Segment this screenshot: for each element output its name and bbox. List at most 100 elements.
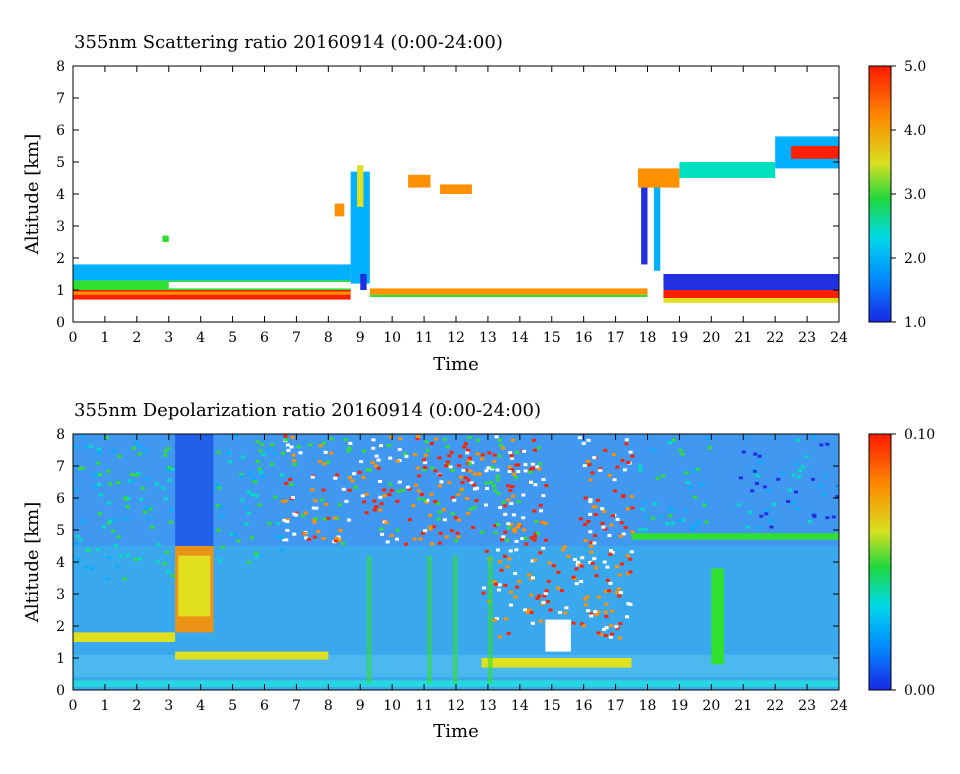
speckle <box>625 507 630 511</box>
speckle <box>510 468 515 472</box>
speckle <box>93 485 98 489</box>
speckle <box>255 459 260 463</box>
vertical-streak <box>366 555 372 684</box>
speckle <box>637 464 642 468</box>
speckle <box>586 609 591 613</box>
speckle <box>248 471 253 475</box>
speckle <box>493 524 498 528</box>
y-tick-label: 5 <box>56 523 65 539</box>
speckle <box>431 525 436 529</box>
speckle <box>165 570 170 574</box>
y-axis: 0 1 2 3 4 5 6 7 8 <box>56 427 839 699</box>
x-tick-label: 1 <box>100 330 109 346</box>
speckle <box>260 443 265 447</box>
speckle <box>547 561 552 565</box>
speckle <box>318 444 323 448</box>
speckle <box>136 472 141 476</box>
speckle <box>475 486 480 490</box>
speckle <box>270 443 275 447</box>
speckle <box>564 606 569 610</box>
speckle <box>372 508 377 512</box>
speckle <box>280 451 285 455</box>
speckle <box>506 498 511 502</box>
speckle <box>467 462 472 466</box>
speckle <box>487 451 492 455</box>
cloud-column-base <box>360 274 367 290</box>
speckle <box>428 525 433 529</box>
speckle <box>425 449 430 453</box>
speckle <box>596 498 601 502</box>
speckle <box>469 507 474 511</box>
speckle <box>589 544 594 548</box>
speckle <box>541 546 546 550</box>
chart-title: 355nm Scattering ratio 20160914 (0:00-24… <box>74 32 503 53</box>
speckle <box>286 448 291 452</box>
speckle <box>509 603 514 607</box>
speckle <box>379 444 384 448</box>
speckle <box>466 458 471 462</box>
speckle <box>115 564 120 568</box>
speckle <box>533 558 538 562</box>
colorbar <box>868 65 892 323</box>
speckle <box>125 505 130 509</box>
surface-layer <box>73 680 839 687</box>
speckle <box>150 525 155 529</box>
speckle <box>588 500 593 504</box>
speckle <box>516 463 521 467</box>
x-tick-label: 2 <box>132 698 141 714</box>
speckle <box>333 539 338 543</box>
speckle <box>116 480 121 484</box>
x-tick-label: 17 <box>607 330 625 346</box>
speckle <box>229 532 234 536</box>
mid-cloud-core <box>791 146 839 159</box>
speckle <box>73 489 78 493</box>
speckle <box>122 577 127 581</box>
speckle <box>486 466 491 470</box>
speckle <box>600 507 605 511</box>
speckle <box>314 517 319 521</box>
speckle <box>737 503 742 507</box>
speckle <box>137 452 142 456</box>
speckle <box>600 521 605 525</box>
speckle <box>154 482 159 486</box>
speckle <box>625 554 630 558</box>
speckle <box>638 468 643 472</box>
speckle <box>472 483 477 487</box>
speckle <box>480 530 485 534</box>
speckle <box>111 449 116 453</box>
speckle <box>528 470 533 474</box>
speckle <box>456 518 461 522</box>
y-tick-label: 6 <box>56 123 65 139</box>
speckle <box>447 481 452 485</box>
speckle <box>596 631 601 635</box>
speckle <box>619 562 624 566</box>
speckle <box>607 533 612 537</box>
x-tick-label: 23 <box>798 698 816 714</box>
speckle <box>404 454 409 458</box>
speckle <box>490 465 495 469</box>
speckle <box>124 517 129 521</box>
speckle <box>614 590 619 594</box>
speckle <box>329 437 334 441</box>
speckle <box>140 486 145 490</box>
speckle <box>593 610 598 614</box>
speckle <box>594 574 599 578</box>
speckle <box>469 481 474 485</box>
speckle <box>97 483 102 487</box>
speckle <box>133 558 138 562</box>
speckle <box>520 537 525 541</box>
speckle <box>603 633 608 637</box>
speckle <box>825 516 830 520</box>
speckle <box>610 609 615 613</box>
speckle <box>509 456 514 460</box>
speckle <box>602 627 607 631</box>
speckle <box>506 484 511 488</box>
speckle <box>285 518 290 522</box>
speckle <box>618 622 623 626</box>
speckle <box>669 509 674 513</box>
speckle <box>444 464 449 468</box>
speckle <box>418 537 423 541</box>
x-tick-label: 22 <box>766 698 784 714</box>
colorbar-ticks: 0.10 0.00 <box>891 427 935 699</box>
x-tick-label: 11 <box>415 698 433 714</box>
